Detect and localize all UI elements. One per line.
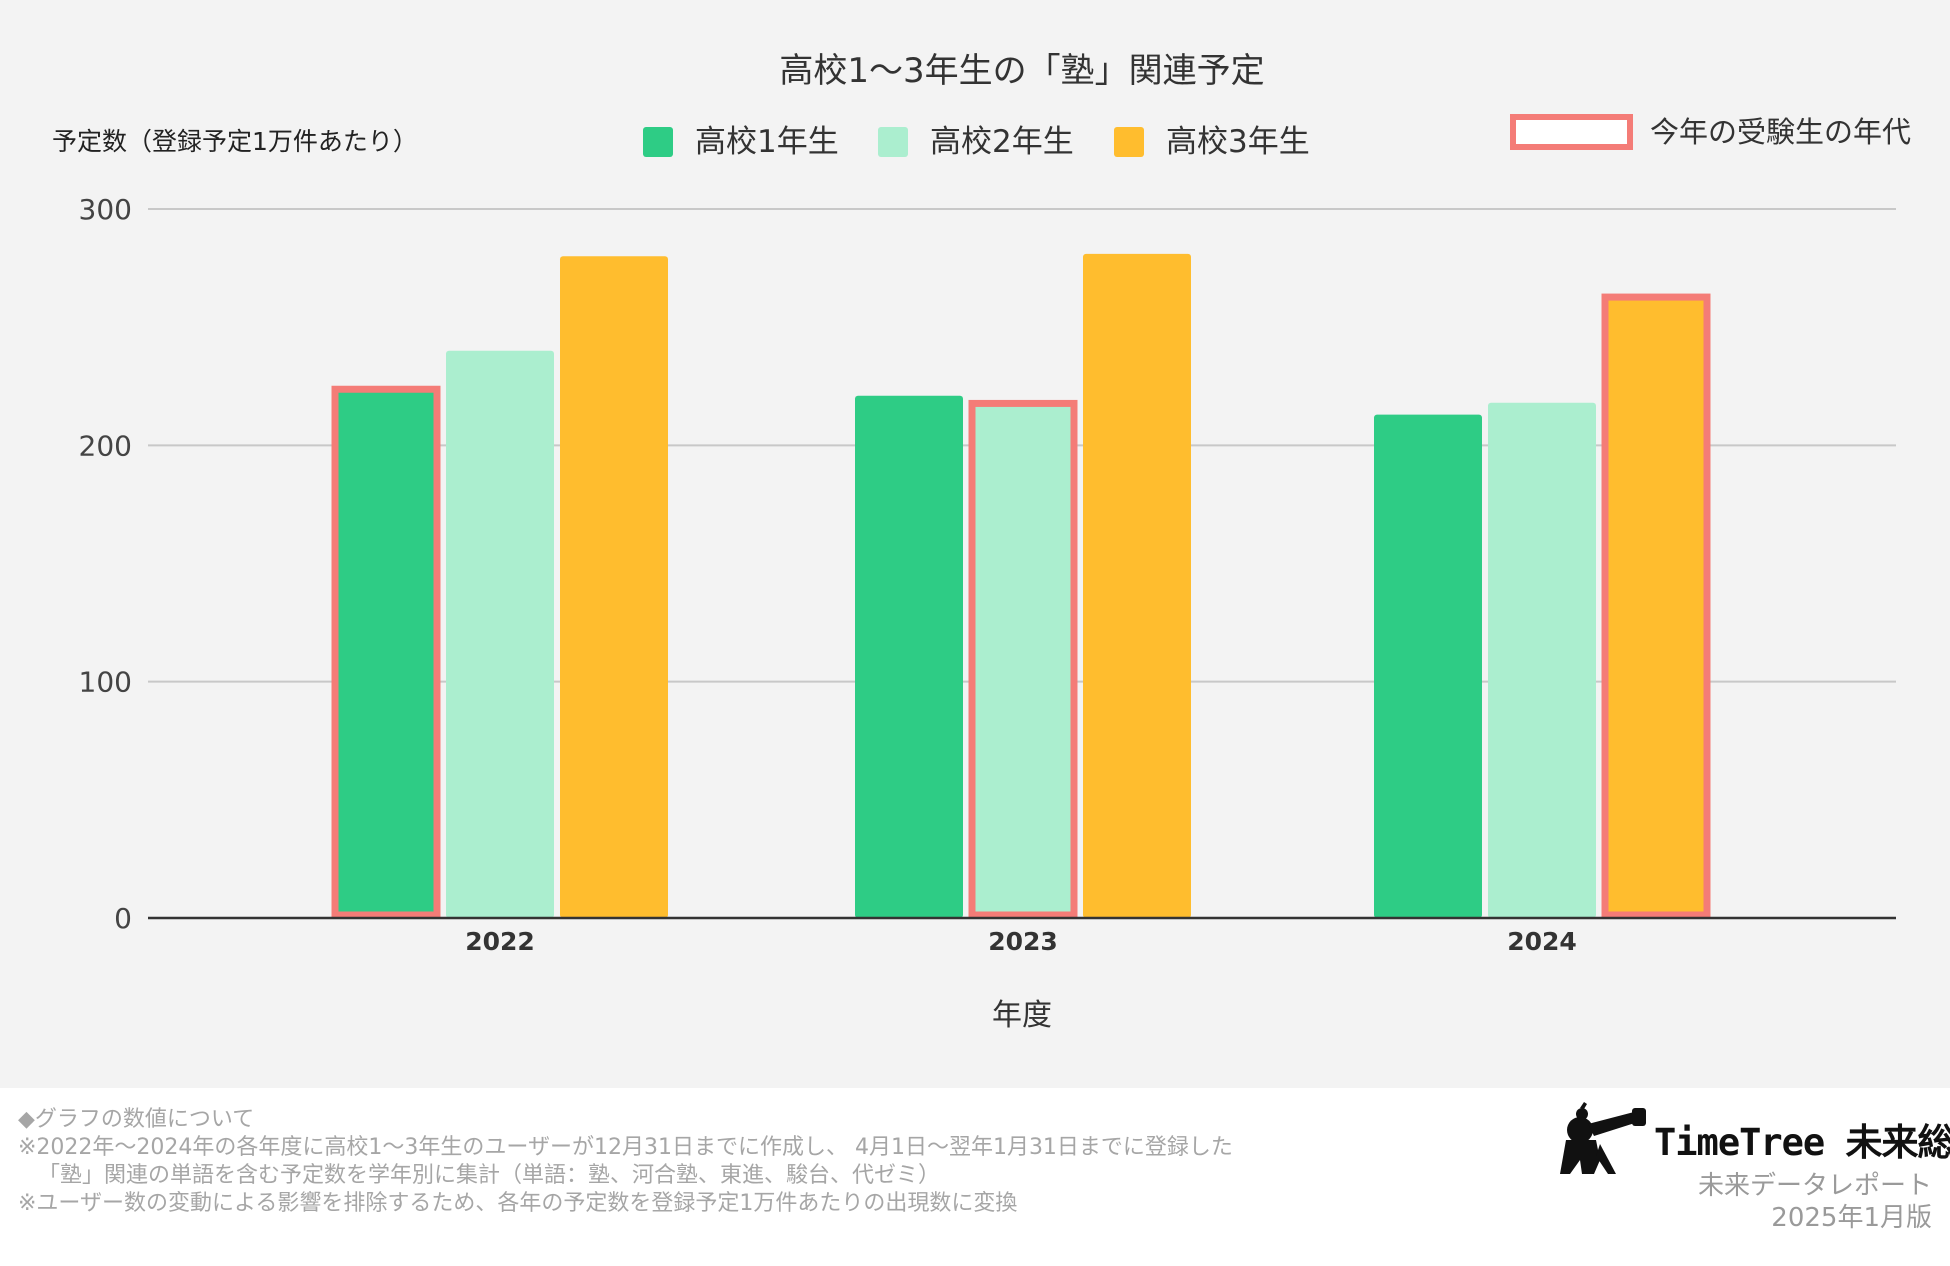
y-tick-label-200: 200 <box>79 429 132 462</box>
bar-2023-series-1 <box>855 395 963 918</box>
notes-line-1: ※2022年〜2024年の各年度に高校1〜3年生のユーザーが12月31日までに作… <box>18 1135 1233 1160</box>
legend-swatch-1 <box>643 127 673 157</box>
brand-name: TimeTree 未来総研 <box>1654 1121 1950 1164</box>
notes-line-3: ※ユーザー数の変動による影響を排除するため、各年の予定数を登録予定1万件あたりの… <box>18 1191 1018 1216</box>
y-tick-label-100: 100 <box>79 666 132 699</box>
legend-highlight-label: 今年の受験生の年代 <box>1650 115 1911 149</box>
legend-label-1: 高校1年生 <box>695 124 839 160</box>
y-tick-label-0: 0 <box>114 902 132 935</box>
highlight-outline-2023 <box>968 399 1078 919</box>
x-axis-label: 年度 <box>992 998 1052 1033</box>
report-edition: 2025年1月版 <box>1771 1203 1932 1233</box>
legend-swatch-2 <box>878 127 908 157</box>
legend-label-3: 高校3年生 <box>1166 124 1310 160</box>
x-tick-label-2024: 2024 <box>1507 927 1577 956</box>
highlight-outline-2022 <box>331 385 441 919</box>
notes-line-2: 「塾」関連の単語を含む予定数を学年別に集計（単語：塾、河合塾、東進、駿台、代ゼミ… <box>38 1163 941 1188</box>
y-tick-label-300: 300 <box>79 193 132 226</box>
notes-heading: ◆グラフの数値について <box>18 1107 255 1132</box>
bar-2024-series-1 <box>1374 414 1482 918</box>
bar-2024-series-2 <box>1488 402 1596 918</box>
telescope-person-icon <box>1560 1102 1646 1174</box>
legend-swatch-3 <box>1114 127 1144 157</box>
report-name: 未来データレポート <box>1697 1171 1932 1201</box>
brand-block: TimeTree 未来総研 未来データレポート 2025年1月版 <box>1530 1098 1950 1248</box>
chart-title: 高校1〜3年生の「塾」関連予定 <box>779 51 1264 91</box>
legend-highlight-swatch <box>1510 114 1633 150</box>
legend-label-2: 高校2年生 <box>930 124 1074 160</box>
brand-subtitle: 未来データレポート 2025年1月版 <box>1698 1170 1932 1234</box>
footer-notes: ◆グラフの数値について ※2022年〜2024年の各年度に高校1〜3年生のユーザ… <box>18 1106 1233 1218</box>
highlight-outline-2024 <box>1601 293 1711 919</box>
x-tick-label-2023: 2023 <box>988 927 1058 956</box>
chart-panel: 高校1〜3年生の「塾」関連予定予定数（登録予定1万件あたり） 高校1年生 高校2年生… <box>0 0 1950 1088</box>
x-tick-label-2022: 2022 <box>465 927 535 956</box>
bar-2022-series-1 <box>332 386 440 918</box>
y-axis-label: 予定数（登録予定1万件あたり） <box>52 127 418 156</box>
bar-2023-series-2 <box>969 400 1077 918</box>
bar-2022-series-3 <box>560 256 668 918</box>
bar-2022-series-2 <box>446 350 554 918</box>
bar-2023-series-3 <box>1083 253 1191 919</box>
bar-2024-series-3 <box>1602 294 1710 919</box>
